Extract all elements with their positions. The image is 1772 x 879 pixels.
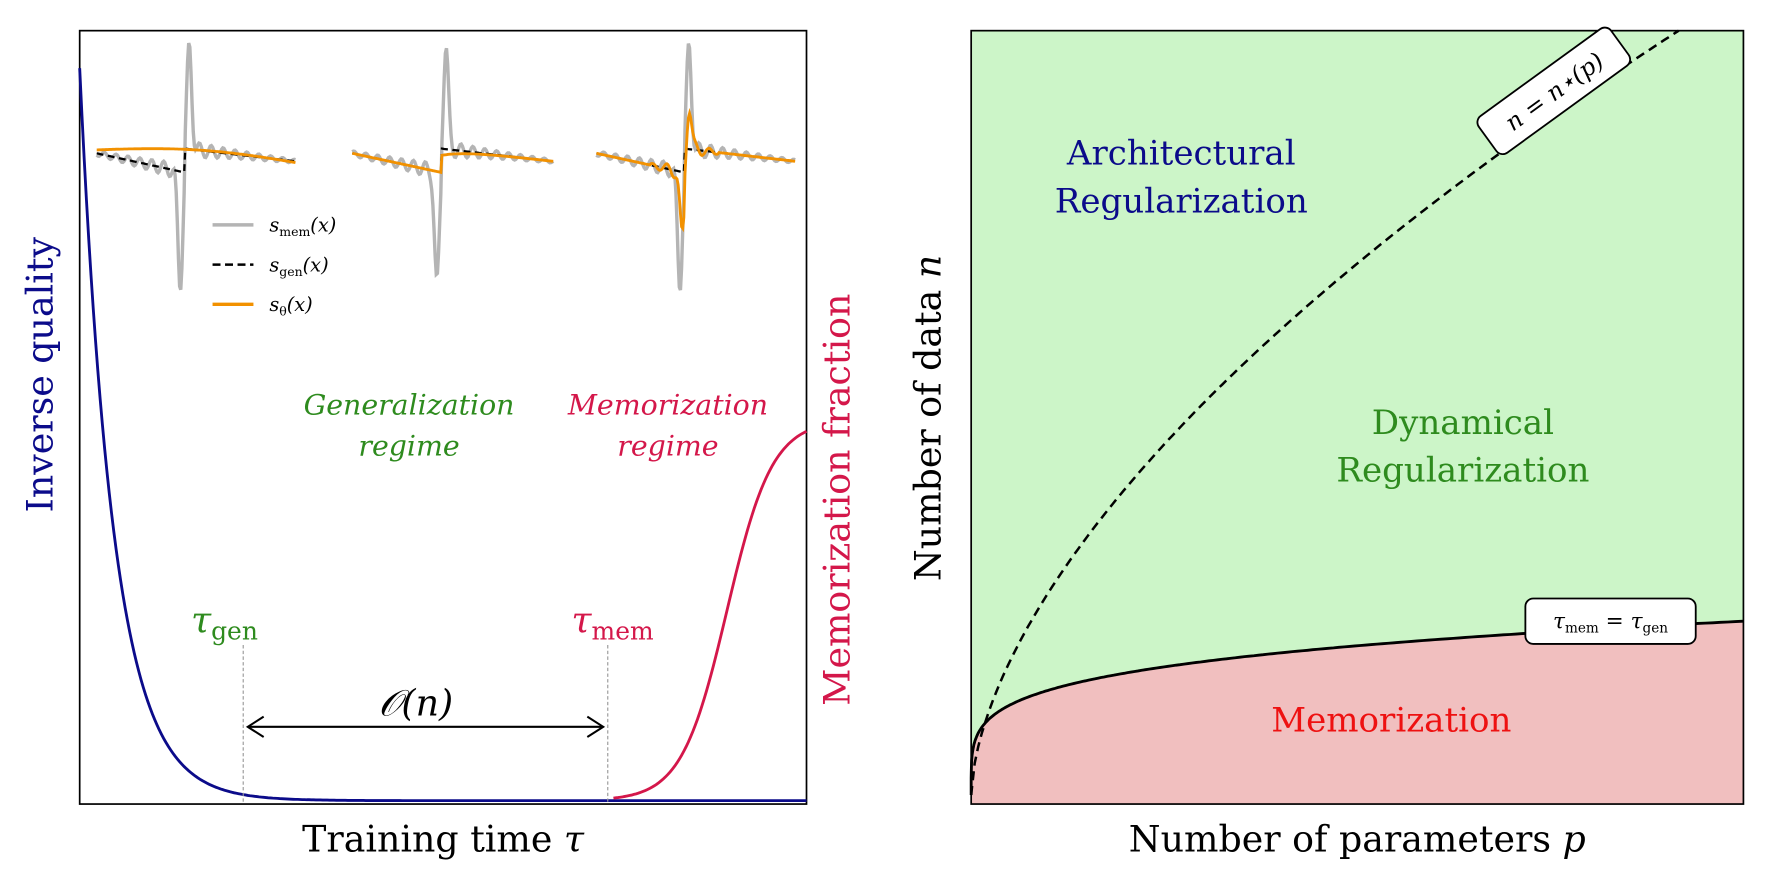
left-panel: smem(x) sgen(x) sθ(x) 𝒪(n) τgen τmem Gen… xyxy=(18,29,859,861)
tau-equal-label-box: τmem = τgen xyxy=(1524,597,1697,645)
inverse-quality-curve xyxy=(78,68,807,803)
right-panel: n = n⋆(p) τmem = τgen Architectural Regul… xyxy=(907,26,1745,861)
legend-label-theta: sθ(x) xyxy=(269,293,312,319)
memorization-label: Memorization xyxy=(1271,700,1511,740)
legend: smem(x) sgen(x) sθ(x) xyxy=(212,214,336,319)
right-ylabel: Number of data n xyxy=(907,255,950,581)
right-plot-frame xyxy=(970,29,1745,805)
memorization-regime-label: Memorization regime xyxy=(567,389,768,463)
right-xlabel: Number of parameters p xyxy=(1129,818,1586,861)
legend-label-gen: sgen(x) xyxy=(269,253,328,279)
memorization-fraction-curve xyxy=(613,430,808,800)
left-ylabel-inverse-quality: Inverse quality xyxy=(18,237,61,513)
interval-label: 𝒪(n) xyxy=(379,681,454,724)
legend-label-mem: smem(x) xyxy=(269,214,336,240)
score-insets xyxy=(95,42,796,291)
generalization-regime-label: Generalization regime xyxy=(304,389,515,463)
s-theta-curve-1 xyxy=(351,151,554,175)
architectural-regularization-label: Architectural Regularization xyxy=(1055,134,1308,222)
s-theta-curve-2 xyxy=(596,107,796,233)
tau-mem-label: τmem xyxy=(571,599,653,646)
dynamical-regularization-label: Dynamical Regularization xyxy=(1336,403,1589,491)
left-xlabel: Training time τ xyxy=(302,818,585,861)
interval-arrow xyxy=(245,715,606,738)
tau-gen-label: τgen xyxy=(191,599,258,646)
svg-text:τmem = τgen: τmem = τgen xyxy=(1553,609,1668,637)
s-theta-curve-0 xyxy=(96,147,296,165)
right-ylabel-memorization-fraction: Memorization fraction xyxy=(816,294,859,706)
tau-equal-boundary xyxy=(969,619,1744,795)
